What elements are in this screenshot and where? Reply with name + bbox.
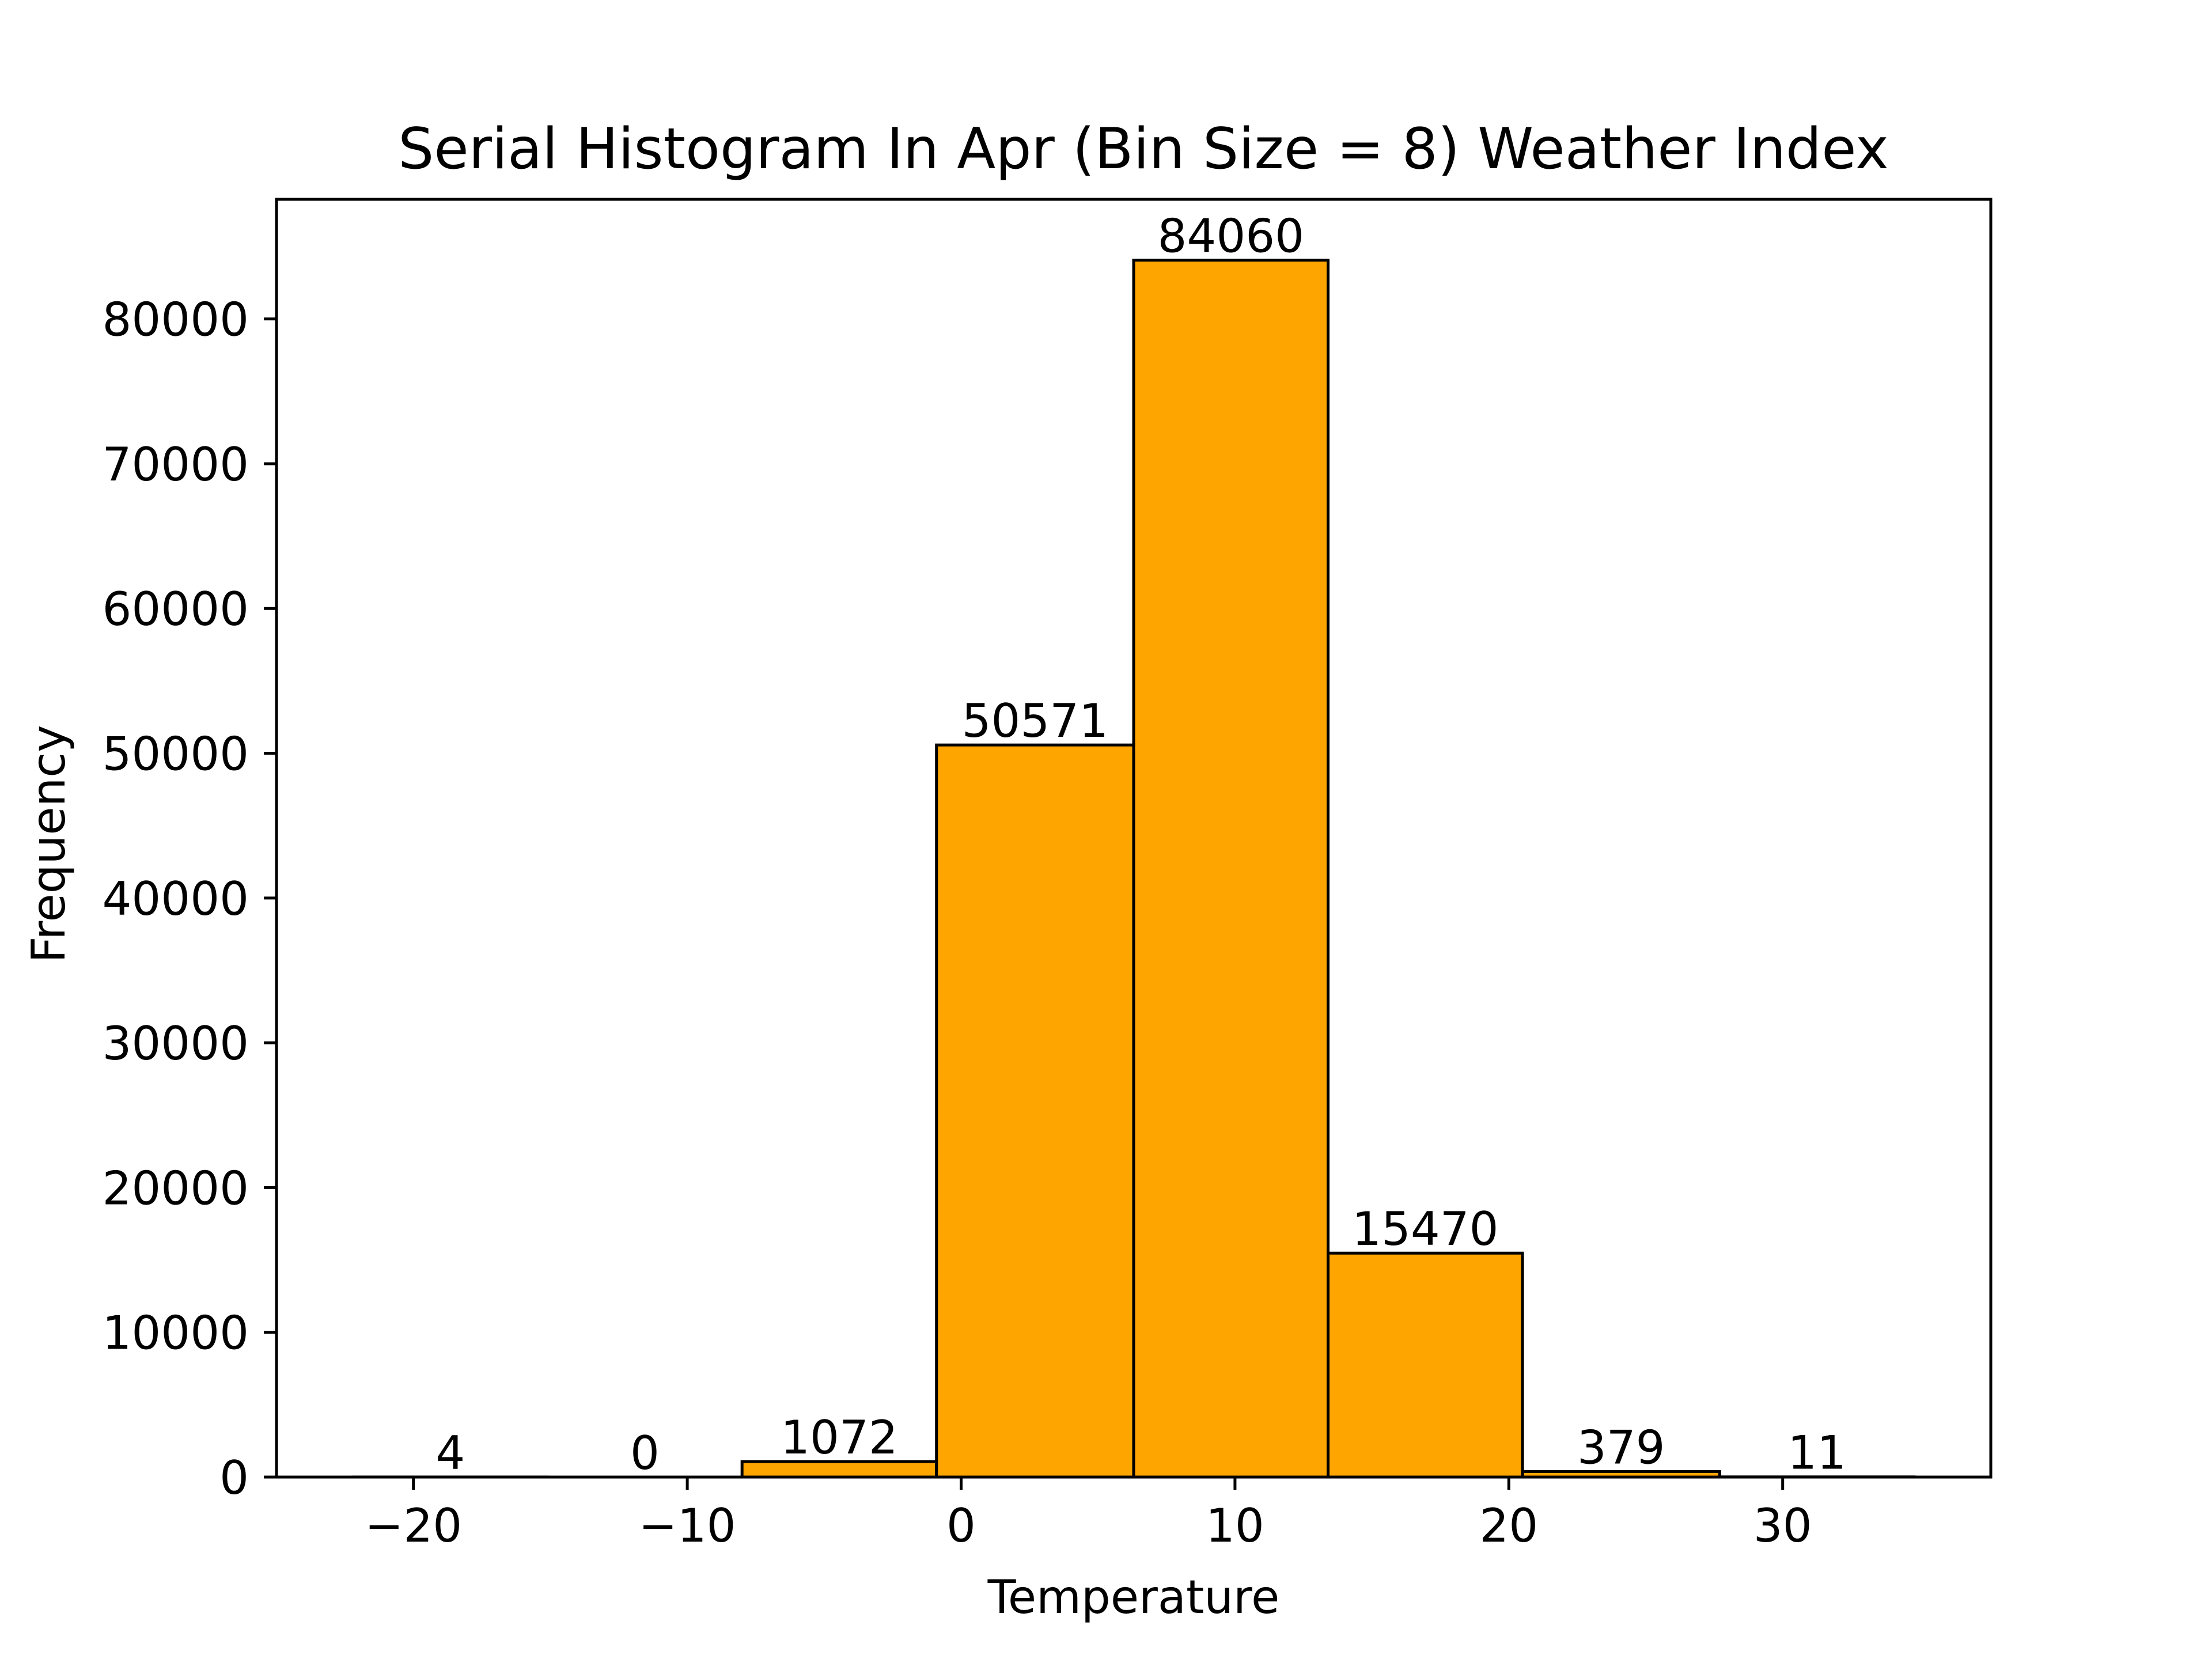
x-axis: −20 −10 0 10 20 30 bbox=[365, 1477, 1812, 1553]
x-tick-label: −20 bbox=[365, 1499, 462, 1553]
y-tick-label: 0 bbox=[219, 1451, 249, 1505]
y-tick-label: 30000 bbox=[103, 1017, 249, 1070]
x-tick-label: 0 bbox=[946, 1499, 976, 1553]
y-tick-label: 70000 bbox=[103, 438, 249, 491]
bar-value-label-4: 50571 bbox=[962, 694, 1109, 748]
bar-value-label-2: 0 bbox=[630, 1426, 660, 1480]
y-tick-label: 80000 bbox=[103, 293, 249, 347]
x-tick-label: 20 bbox=[1479, 1499, 1538, 1553]
y-tick-label: 40000 bbox=[103, 872, 249, 926]
x-tick-label: −10 bbox=[639, 1499, 736, 1553]
y-axis-label: Frequency bbox=[22, 725, 75, 963]
bar-value-label-5: 84060 bbox=[1158, 210, 1305, 263]
y-axis: 0 10000 20000 30000 40000 50000 60000 70000 8000… bbox=[103, 293, 277, 1505]
bar-value-label-6: 15470 bbox=[1352, 1202, 1499, 1256]
bar-value-label-8: 11 bbox=[1787, 1426, 1846, 1480]
y-tick-label: 10000 bbox=[103, 1307, 249, 1360]
histogram-bar-5 bbox=[1134, 260, 1328, 1477]
y-tick-label: 60000 bbox=[103, 582, 249, 636]
bars-layer bbox=[353, 260, 1914, 1477]
bar-value-label-3: 1072 bbox=[781, 1411, 898, 1464]
chart-title: Serial Histogram In Apr (Bin Size = 8) W… bbox=[398, 116, 1889, 182]
histogram-bar-4 bbox=[937, 745, 1134, 1477]
bar-value-label-7: 379 bbox=[1577, 1421, 1665, 1474]
histogram-bar-6 bbox=[1328, 1253, 1523, 1477]
x-tick-label: 10 bbox=[1206, 1499, 1264, 1553]
y-tick-label: 50000 bbox=[103, 728, 249, 781]
x-tick-label: 30 bbox=[1753, 1499, 1812, 1553]
bar-value-label-1: 4 bbox=[435, 1426, 465, 1480]
x-axis-label: Temperature bbox=[987, 1570, 1280, 1624]
y-tick-label: 20000 bbox=[103, 1161, 249, 1215]
